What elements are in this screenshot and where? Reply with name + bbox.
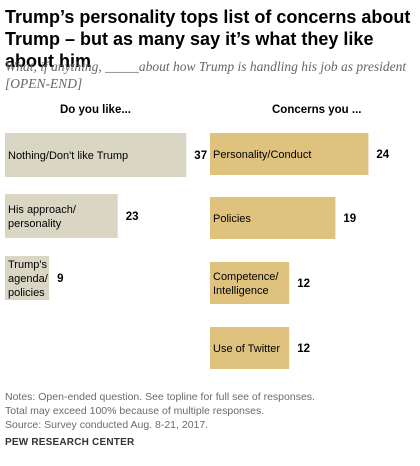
concerns-panel: Personality/Conduct 24 Policies 19 Competenc… <box>210 133 390 369</box>
like-category-label: policies <box>8 287 45 299</box>
source-org: PEW RESEARCH CENTER <box>5 437 135 448</box>
concerns-bar <box>210 262 290 304</box>
concerns-value-label: 12 <box>297 343 310 355</box>
concerns-value-label: 12 <box>297 278 310 290</box>
concerns-category-label: Policies <box>213 213 251 225</box>
like-value-label: 37 <box>194 150 207 162</box>
like-bar <box>5 133 187 177</box>
like-category-label: agenda/ <box>8 273 49 285</box>
concerns-panel-heading: Concerns you ... <box>272 104 362 116</box>
concerns-category-label: Personality/Conduct <box>213 149 311 161</box>
like-category-label: Trump's <box>8 259 47 271</box>
like-category-label: Nothing/Don't like Trump <box>8 150 128 162</box>
like-value-label: 9 <box>57 273 63 285</box>
like-panel: Nothing/Don't like Trump 37 His approach/p… <box>5 133 207 300</box>
like-bar <box>5 194 118 238</box>
concerns-category-label: Intelligence <box>213 285 269 297</box>
concerns-value-label: 24 <box>376 149 389 161</box>
source-line: Source: Survey conducted Aug. 8-21, 2017… <box>5 419 209 431</box>
like-value-label: 23 <box>126 211 139 223</box>
concerns-bar <box>210 197 336 239</box>
chart-title: Trump’s personality tops list of concern… <box>5 7 411 71</box>
notes-line: Notes: Open-ended question. See topline … <box>5 391 315 403</box>
concerns-bar <box>210 133 369 175</box>
like-category-label: personality <box>8 218 62 230</box>
concerns-category-label: Competence/ <box>213 271 279 283</box>
concerns-bar <box>210 327 290 369</box>
like-bar <box>5 256 50 300</box>
concerns-value-label: 19 <box>343 213 356 225</box>
like-category-label: His approach/ <box>8 204 77 216</box>
concerns-category-label: Use of Twitter <box>213 343 280 355</box>
like-panel-heading: Do you like... <box>60 104 131 116</box>
chart-subtitle: What, if anything, _____about how Trump … <box>5 58 415 92</box>
notes-block: Notes: Open-ended question. See topline … <box>5 390 315 432</box>
notes-line: Total may exceed 100% because of multipl… <box>5 405 265 417</box>
subtitle-question: What, if anything, _____about how Trump … <box>5 59 407 74</box>
subtitle-open-end: [OPEN-END] <box>5 76 83 91</box>
